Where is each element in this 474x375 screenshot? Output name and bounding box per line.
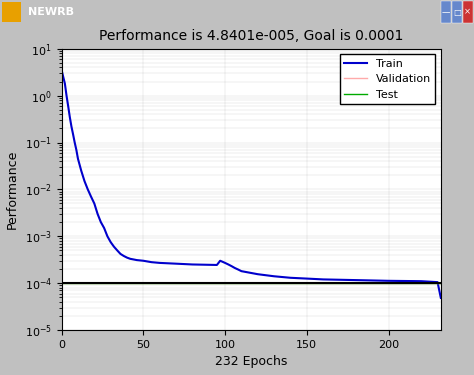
Bar bbox=[2, 3, 21, 22]
Bar bbox=[452, 1, 462, 23]
Train bbox=[438, 296, 444, 300]
Text: □: □ bbox=[453, 8, 461, 16]
Text: NEWRB: NEWRB bbox=[28, 7, 74, 17]
Train bbox=[82, 179, 87, 183]
Train bbox=[337, 278, 342, 282]
Line: Train: Train bbox=[62, 70, 441, 298]
Bar bbox=[463, 1, 473, 23]
Train bbox=[59, 68, 64, 72]
X-axis label: 232 Epochs: 232 Epochs bbox=[215, 355, 287, 368]
Train bbox=[95, 211, 100, 216]
Text: —: — bbox=[442, 8, 450, 16]
Text: ×: × bbox=[465, 8, 471, 16]
Train bbox=[67, 115, 73, 119]
Train bbox=[198, 262, 203, 267]
Title: Performance is 4.8401e-005, Goal is 0.0001: Performance is 4.8401e-005, Goal is 0.00… bbox=[99, 29, 403, 44]
Legend: Train, Validation, Test: Train, Validation, Test bbox=[340, 54, 435, 104]
Y-axis label: Performance: Performance bbox=[6, 150, 19, 229]
Train bbox=[435, 280, 440, 284]
Bar bbox=[441, 1, 451, 23]
